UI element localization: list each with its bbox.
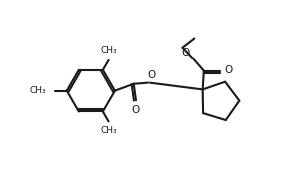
Text: CH₃: CH₃ — [101, 46, 117, 55]
Text: O: O — [224, 65, 233, 75]
Text: CH₃: CH₃ — [101, 127, 117, 136]
Text: O: O — [181, 48, 189, 58]
Text: O: O — [132, 105, 140, 115]
Text: O: O — [147, 70, 155, 80]
Text: CH₃: CH₃ — [29, 86, 46, 95]
